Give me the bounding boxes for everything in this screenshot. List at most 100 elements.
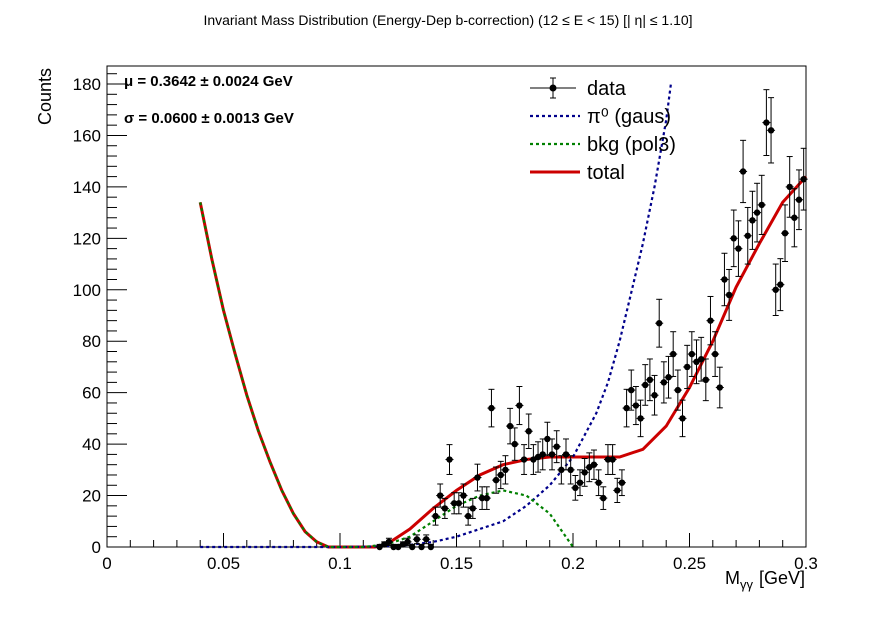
data-point (743, 206, 752, 265)
data-point (636, 399, 645, 438)
legend-entry-data: data (530, 77, 627, 100)
y-tick-label: 180 (73, 75, 101, 94)
y-tick-label: 0 (92, 538, 101, 557)
data-point (608, 444, 617, 475)
data-point (398, 541, 407, 548)
data-point (538, 438, 547, 471)
data-point (482, 486, 491, 510)
data-point (534, 441, 543, 473)
data-point (748, 190, 757, 250)
data-point (417, 543, 426, 551)
x-tick-label: 0.2 (561, 554, 585, 573)
data-point (566, 455, 575, 485)
data-point (669, 331, 678, 377)
data-point (501, 455, 510, 485)
data-point (753, 182, 762, 243)
y-tick-label: 120 (73, 229, 101, 248)
data-point (631, 385, 640, 426)
data-point (627, 369, 636, 411)
y-tick-label: 80 (82, 332, 101, 351)
data-point (645, 358, 654, 402)
data-point (617, 469, 626, 497)
data-point (496, 460, 505, 490)
data-point (739, 139, 748, 204)
x-tick-label: 0.3 (794, 554, 818, 573)
data-point (440, 497, 449, 519)
fit-sigma-text: σ = 0.0600 ± 0.0013 GeV (124, 110, 294, 127)
data-point (767, 97, 776, 164)
legend-label: data (587, 78, 627, 100)
data-point (776, 258, 785, 312)
x-axis-label: Mγγ [GeV] (725, 568, 805, 592)
data-point (520, 444, 529, 475)
x-tick-label: 0 (102, 554, 111, 573)
data-point (464, 506, 473, 526)
data-point (524, 413, 533, 449)
legend-marker (549, 84, 557, 92)
data-point (408, 543, 417, 551)
y-tick-label: 40 (82, 435, 101, 454)
legend-label: bkg (pol3) (587, 134, 676, 156)
legend-label: total (587, 162, 625, 184)
plot-frame (106, 65, 807, 548)
data-point (548, 438, 557, 471)
y-tick-label: 60 (82, 384, 101, 403)
data-point (762, 89, 771, 157)
data-point (571, 474, 580, 501)
bkg-curve (199, 202, 574, 549)
data-point (706, 295, 715, 346)
data-point (795, 169, 804, 231)
data-point (454, 492, 463, 515)
data-point (389, 543, 398, 551)
y-tick-label: 100 (73, 281, 101, 300)
data-point (729, 209, 738, 268)
data-point (659, 361, 668, 404)
data-point (575, 469, 584, 497)
x-tick-label: 0.05 (207, 554, 240, 573)
data-point (655, 298, 664, 348)
data-point (771, 263, 780, 317)
data-point (506, 407, 515, 445)
data-point (436, 483, 445, 508)
data-point (487, 388, 496, 428)
data-point (720, 252, 729, 307)
y-tick-label: 140 (73, 178, 101, 197)
data-point (594, 469, 603, 497)
x-tick-label: 0.1 (328, 554, 352, 573)
data-point (697, 336, 706, 382)
data-point (412, 534, 421, 545)
data-point (715, 366, 724, 409)
data-point (692, 339, 701, 385)
data-point (613, 477, 622, 504)
y-tick-label: 160 (73, 126, 101, 145)
data-point (473, 463, 482, 492)
data-point (725, 268, 734, 321)
data-point (589, 449, 598, 480)
x-tick-label: 0.25 (673, 554, 706, 573)
data-point (683, 344, 692, 390)
data-point (422, 534, 431, 545)
data-point (781, 204, 790, 262)
data-point (622, 388, 631, 428)
legend-entry-total: total (530, 162, 625, 184)
x-tick-label: 0.15 (440, 554, 473, 573)
data-point (641, 364, 650, 406)
data-point (734, 220, 743, 277)
data-point (687, 331, 696, 377)
data-point (650, 374, 659, 416)
data-point (580, 458, 589, 487)
data-point (492, 466, 501, 494)
data-point (785, 156, 794, 218)
data-point (384, 537, 393, 546)
data-point (711, 331, 720, 377)
data-point (426, 543, 435, 551)
data-point (790, 188, 799, 248)
data-point (701, 358, 710, 402)
data-point (799, 147, 808, 211)
data-point (552, 430, 561, 464)
legend-entry-gaus: π⁰ (gaus) (530, 106, 671, 128)
legend-entry-bkg: bkg (pol3) (530, 134, 676, 156)
data-point (664, 355, 673, 399)
legend-label: π⁰ (gaus) (587, 106, 671, 128)
